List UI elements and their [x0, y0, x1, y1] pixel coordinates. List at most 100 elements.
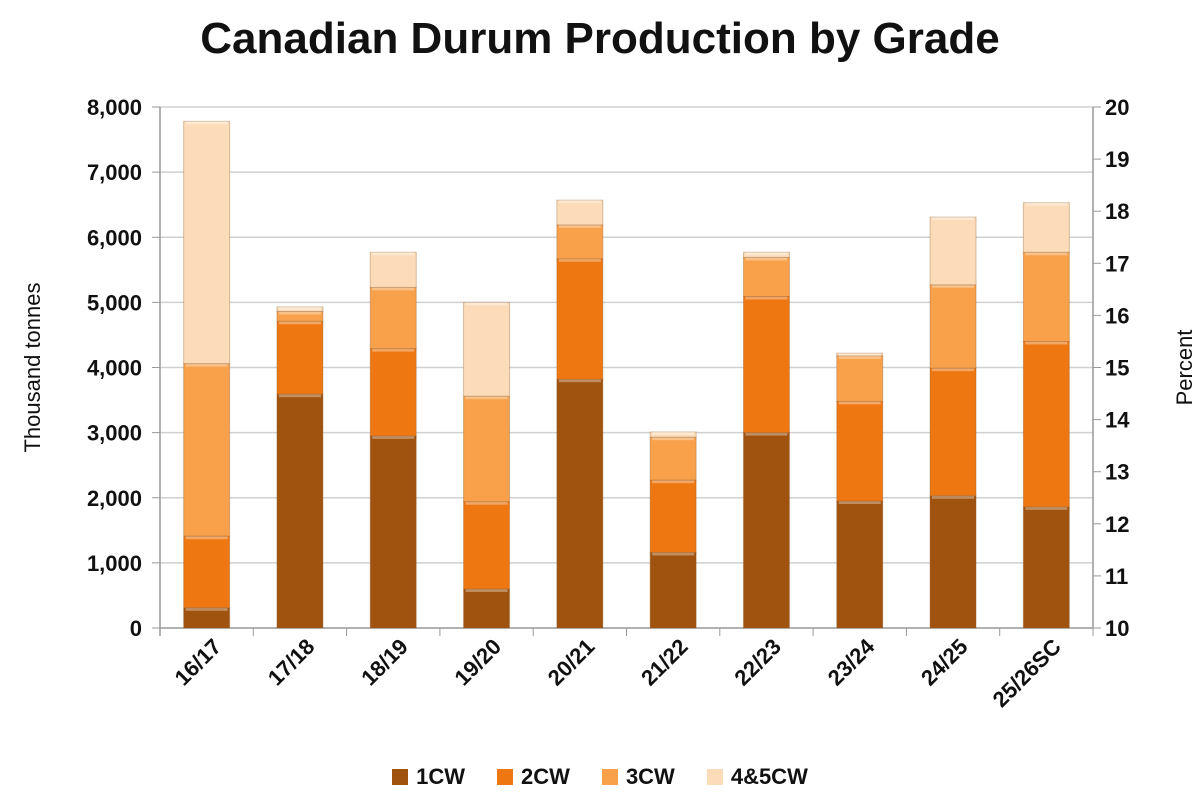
bar-segment-highlight: [745, 432, 788, 436]
y-axis-title: Thousand tonnes: [20, 282, 45, 452]
bar-segment-highlight: [932, 217, 975, 221]
bar-segment-highlight: [185, 607, 228, 611]
y-tick-label: 5,000: [87, 290, 142, 315]
bar-segment-4and5cw: [183, 120, 231, 365]
x-tick-label: 22/23: [729, 634, 786, 691]
bar-segment-1cw: [556, 378, 604, 629]
x-tick-label: 18/19: [356, 634, 413, 691]
bar-segment-highlight: [1025, 202, 1068, 206]
y-tick-label: 4,000: [87, 356, 142, 381]
bar-segment-1cw: [836, 500, 884, 629]
bar-segment-3cw: [183, 363, 231, 537]
y-tick-label: 7,000: [87, 160, 142, 185]
bar-segment-2cw: [276, 320, 324, 395]
legend-item: 2CW: [497, 764, 570, 790]
legend-item: 3CW: [601, 764, 675, 790]
bar-segment-2cw: [1022, 340, 1070, 508]
y2-tick-label: 15: [1105, 356, 1129, 381]
bar-segment-highlight: [372, 287, 415, 291]
bar-segment-4and5cw: [929, 216, 977, 286]
x-tick-label: 16/17: [170, 634, 227, 691]
legend-swatch: [392, 769, 409, 785]
bar-segment-4and5cw: [463, 301, 511, 397]
bar-segment-highlight: [465, 588, 508, 592]
y2-tick-label: 14: [1105, 408, 1130, 433]
x-tick-label: 19/20: [449, 634, 506, 691]
bar-segment-highlight: [745, 257, 788, 261]
bar-segment-highlight: [278, 306, 321, 310]
bar-segment-2cw: [463, 501, 511, 590]
bar-segment-highlight: [185, 121, 228, 125]
bar-segment-1cw: [649, 551, 697, 629]
legend-item: 4&5CW: [706, 764, 808, 790]
bar-segment-2cw: [369, 348, 417, 437]
bar-segment-1cw: [463, 588, 511, 629]
bar-segment-highlight: [838, 353, 881, 356]
bar-segment-highlight: [372, 435, 415, 439]
bar-segment-4and5cw: [1022, 202, 1070, 253]
y2-tick-label: 18: [1105, 199, 1129, 224]
bar-segment-1cw: [742, 432, 790, 629]
legend-label: 1CW: [416, 764, 466, 789]
bar-segment-4and5cw: [742, 251, 790, 258]
bar-segment-2cw: [836, 400, 884, 502]
bar-segment-2cw: [929, 367, 977, 497]
bar-segment-highlight: [372, 252, 415, 256]
y-tick-label: 2,000: [87, 486, 142, 511]
y2-tick-label: 20: [1105, 95, 1129, 120]
y2-axis-title: Percent: [1172, 330, 1197, 406]
bar-segment-highlight: [1025, 341, 1068, 345]
y-tick-label: 0: [130, 616, 142, 641]
bar-segment-3cw: [369, 286, 417, 350]
bar-segment-highlight: [1025, 506, 1068, 510]
bar-segment-4and5cw: [276, 306, 324, 312]
y2-tick-label: 19: [1105, 147, 1129, 172]
y2-tick-label: 17: [1105, 251, 1129, 276]
legend-swatch: [497, 769, 514, 785]
bar-segment-highlight: [652, 437, 695, 441]
bar-segment-2cw: [742, 296, 790, 434]
bar-segment-highlight: [932, 368, 975, 372]
y-tick-label: 3,000: [87, 421, 142, 446]
bar-segment-highlight: [558, 258, 601, 262]
bar-segment-3cw: [649, 436, 697, 481]
bar-segment-highlight: [465, 396, 508, 400]
y-tick-label: 6,000: [87, 225, 142, 250]
x-tick-label: 17/18: [263, 634, 320, 691]
bar-segment-3cw: [1022, 251, 1070, 342]
bar-segment-1cw: [276, 393, 324, 629]
x-tick-label: 24/25: [916, 634, 973, 691]
bar-segment-1cw: [183, 607, 231, 629]
bar-segment-1cw: [1022, 506, 1070, 629]
bar-segment-highlight: [932, 495, 975, 499]
legend: 1CW 2CW 3CW 4&5CW: [0, 764, 1200, 790]
bar-segment-highlight: [838, 401, 881, 405]
bar-segment-3cw: [463, 395, 511, 503]
x-tick-label: 23/24: [823, 633, 880, 690]
bar-segment-3cw: [556, 224, 604, 260]
legend-swatch: [601, 769, 618, 785]
bar-segment-2cw: [556, 258, 604, 380]
bar-segment-highlight: [465, 302, 508, 306]
bar-segment-highlight: [465, 501, 508, 505]
legend-label: 4&5CW: [730, 764, 808, 789]
bar-segment-1cw: [929, 495, 977, 629]
bar-segment-highlight: [745, 296, 788, 300]
legend-label: 3CW: [625, 764, 675, 789]
bar-segment-highlight: [278, 394, 321, 398]
y2-tick-label: 12: [1105, 512, 1129, 537]
bar-segment-3cw: [742, 256, 790, 298]
bar-segment-highlight: [185, 536, 228, 540]
bar-segment-highlight: [278, 321, 321, 325]
legend-label: 2CW: [521, 764, 570, 789]
bar-segment-highlight: [558, 379, 601, 383]
y-tick-label: 8,000: [87, 95, 142, 120]
bar-segment-highlight: [278, 311, 321, 315]
legend-swatch: [706, 769, 723, 785]
y2-tick-label: 11: [1105, 564, 1128, 589]
bar-segment-highlight: [838, 355, 881, 359]
legend-item: 1CW: [392, 764, 465, 790]
bar-segment-4and5cw: [649, 431, 697, 438]
x-tick-label: 25/26SC: [988, 634, 1066, 712]
